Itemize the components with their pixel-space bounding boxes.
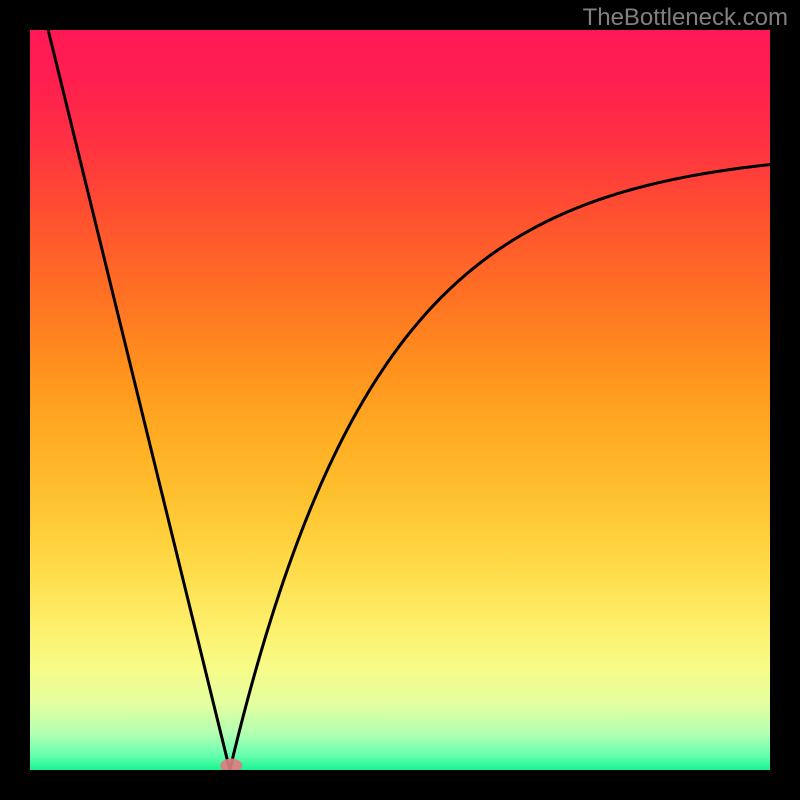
watermark-text: TheBottleneck.com: [583, 4, 788, 32]
gradient-background: [30, 30, 770, 770]
outer-frame: TheBottleneck.com: [0, 0, 800, 800]
plot-area: [30, 30, 770, 770]
chart-svg: [30, 30, 770, 770]
